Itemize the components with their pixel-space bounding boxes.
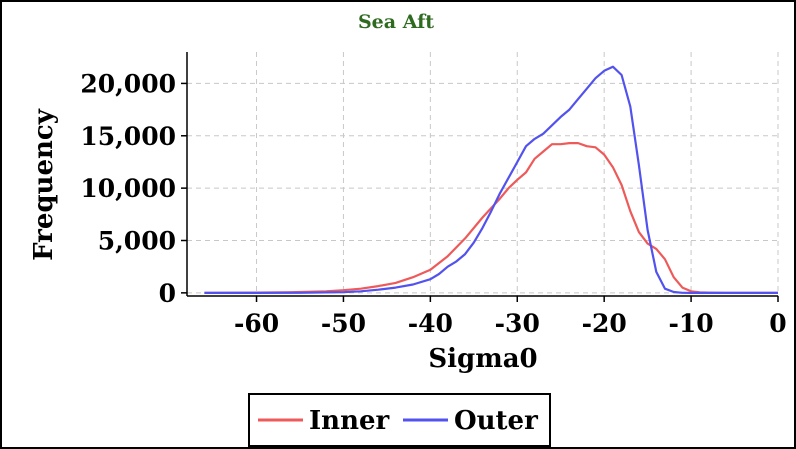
- x-axis-label: Sigma0: [428, 344, 537, 374]
- x-tick-label: 0: [769, 309, 786, 338]
- y-tick-label: 10,000: [80, 174, 176, 203]
- series-line-outer: [204, 65, 778, 294]
- y-tick-label: 20,000: [80, 69, 176, 98]
- y-tick-label: 0: [159, 279, 176, 308]
- x-tick-label: -40: [408, 309, 453, 338]
- chart-title: Sea Aft: [358, 11, 434, 33]
- legend: Inner Outer: [248, 393, 551, 447]
- y-axis-label: Frequency: [29, 108, 59, 261]
- series-layer: [204, 65, 778, 294]
- series-line-inner: [204, 142, 778, 294]
- x-tick-labels: -60 -50 -40 -30 -20 -10 0: [234, 309, 787, 338]
- y-tick-label: 15,000: [80, 122, 176, 151]
- x-tick-label: -10: [669, 309, 714, 338]
- x-tick-label: -60: [234, 309, 279, 338]
- axes: [181, 52, 779, 302]
- y-tick-labels: 0 5,000 10,000 15,000 20,000: [80, 69, 176, 307]
- grid: [187, 52, 779, 296]
- x-tick-label: -30: [495, 309, 540, 338]
- legend-label-outer: Outer: [454, 406, 538, 436]
- x-tick-label: -20: [582, 309, 627, 338]
- legend-label-inner: Inner: [309, 406, 390, 436]
- y-tick-label: 5,000: [98, 226, 176, 255]
- x-tick-label: -50: [321, 309, 366, 338]
